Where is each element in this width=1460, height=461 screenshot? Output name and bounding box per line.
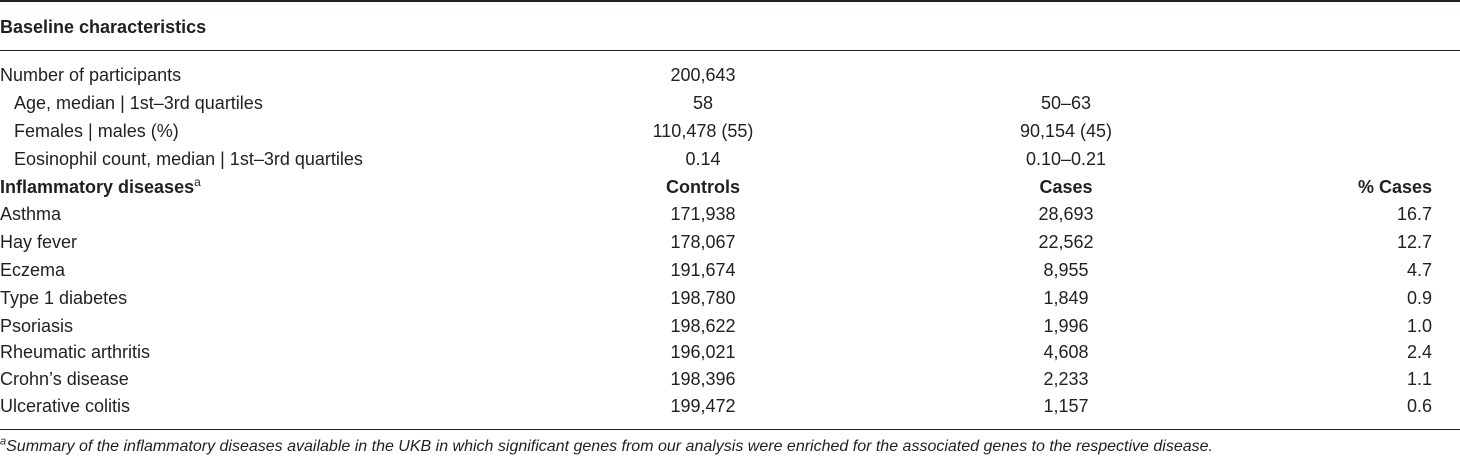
table-row: Ulcerative colitis 199,472 1,157 0.6 [0,394,1460,418]
disease-controls: 199,472 [670,396,736,416]
disease-cases: 1,157 [1043,396,1089,416]
table-row: Females | males (%) 110,478 (55) 90,154 … [0,119,1460,143]
disease-name: Crohn’s disease [0,369,129,389]
controls-header: Controls [666,177,740,197]
header-rule [0,50,1460,51]
row-label: Eosinophil count, median | 1st–3rd quart… [14,149,363,169]
disease-controls: 198,780 [670,288,736,308]
diseases-header-text: Inflammatory diseases [0,177,195,197]
disease-cases: 28,693 [1038,204,1094,224]
disease-name: Eczema [0,260,66,280]
disease-pct: 1.0 [1406,316,1432,336]
disease-pct: 1.1 [1406,369,1432,389]
table-row-participants: Number of participants 200,643 [0,63,1460,87]
footnote-marker: a [0,435,7,448]
disease-cases: 4,608 [1043,342,1089,362]
disease-name: Rheumatic arthritis [0,342,151,362]
disease-controls: 191,674 [670,260,736,280]
disease-controls: 196,021 [670,342,736,362]
footnote-text: Summary of the inflammatory diseases ava… [6,438,1213,455]
disease-pct: 4.7 [1406,260,1432,280]
row-label: Age, median | 1st–3rd quartiles [14,93,263,113]
top-rule [0,0,1460,2]
row-value-2: 0.10–0.21 [1025,149,1107,169]
table-row: Eosinophil count, median | 1st–3rd quart… [0,147,1460,171]
participants-label: Number of participants [0,65,182,85]
table-row: Asthma 171,938 28,693 16.7 [0,202,1460,226]
disease-cases: 1,996 [1043,316,1089,336]
disease-name: Asthma [0,204,62,224]
diseases-header-row: Inflammatory diseasesa Controls Cases % … [0,175,1460,199]
diseases-header-label: Inflammatory diseasesa [0,175,201,199]
disease-pct: 0.6 [1406,396,1432,416]
table-row: Age, median | 1st–3rd quartiles 58 50–63 [0,91,1460,115]
pct-cases-header: % Cases [1357,177,1432,197]
row-value-1: 0.14 [685,149,721,169]
disease-controls: 178,067 [670,232,736,252]
disease-controls: 198,396 [670,369,736,389]
table-row: Type 1 diabetes 198,780 1,849 0.9 [0,286,1460,310]
row-value-2: 90,154 (45) [1019,121,1113,141]
table-title: Baseline characteristics [0,17,207,37]
row-label: Females | males (%) [14,121,179,141]
disease-cases: 8,955 [1043,260,1089,280]
bottom-rule [0,429,1460,430]
disease-pct: 0.9 [1406,288,1432,308]
disease-pct: 2.4 [1406,342,1432,362]
row-value-1: 58 [692,93,714,113]
disease-pct: 12.7 [1396,232,1432,252]
cases-header: Cases [1039,177,1093,197]
disease-pct: 16.7 [1396,204,1432,224]
table-row: Rheumatic arthritis 196,021 4,608 2.4 [0,340,1460,364]
participants-value: 200,643 [670,65,736,85]
row-value-2: 50–63 [1040,93,1092,113]
disease-name: Hay fever [0,232,78,252]
table-row: Hay fever 178,067 22,562 12.7 [0,230,1460,254]
table-row: Psoriasis 198,622 1,996 1.0 [0,314,1460,338]
row-value-1: 110,478 (55) [652,121,754,141]
disease-controls: 198,622 [670,316,736,336]
table-footnote: aSummary of the inflammatory diseases av… [0,435,1213,457]
disease-cases: 2,233 [1043,369,1089,389]
table-row: Crohn’s disease 198,396 2,233 1.1 [0,367,1460,391]
table-row: Eczema 191,674 8,955 4.7 [0,258,1460,282]
disease-name: Ulcerative colitis [0,396,131,416]
disease-cases: 1,849 [1043,288,1089,308]
footnote-marker: a [194,175,201,189]
disease-name: Psoriasis [0,316,74,336]
disease-cases: 22,562 [1038,232,1094,252]
disease-name: Type 1 diabetes [0,288,128,308]
disease-controls: 171,938 [670,204,736,224]
